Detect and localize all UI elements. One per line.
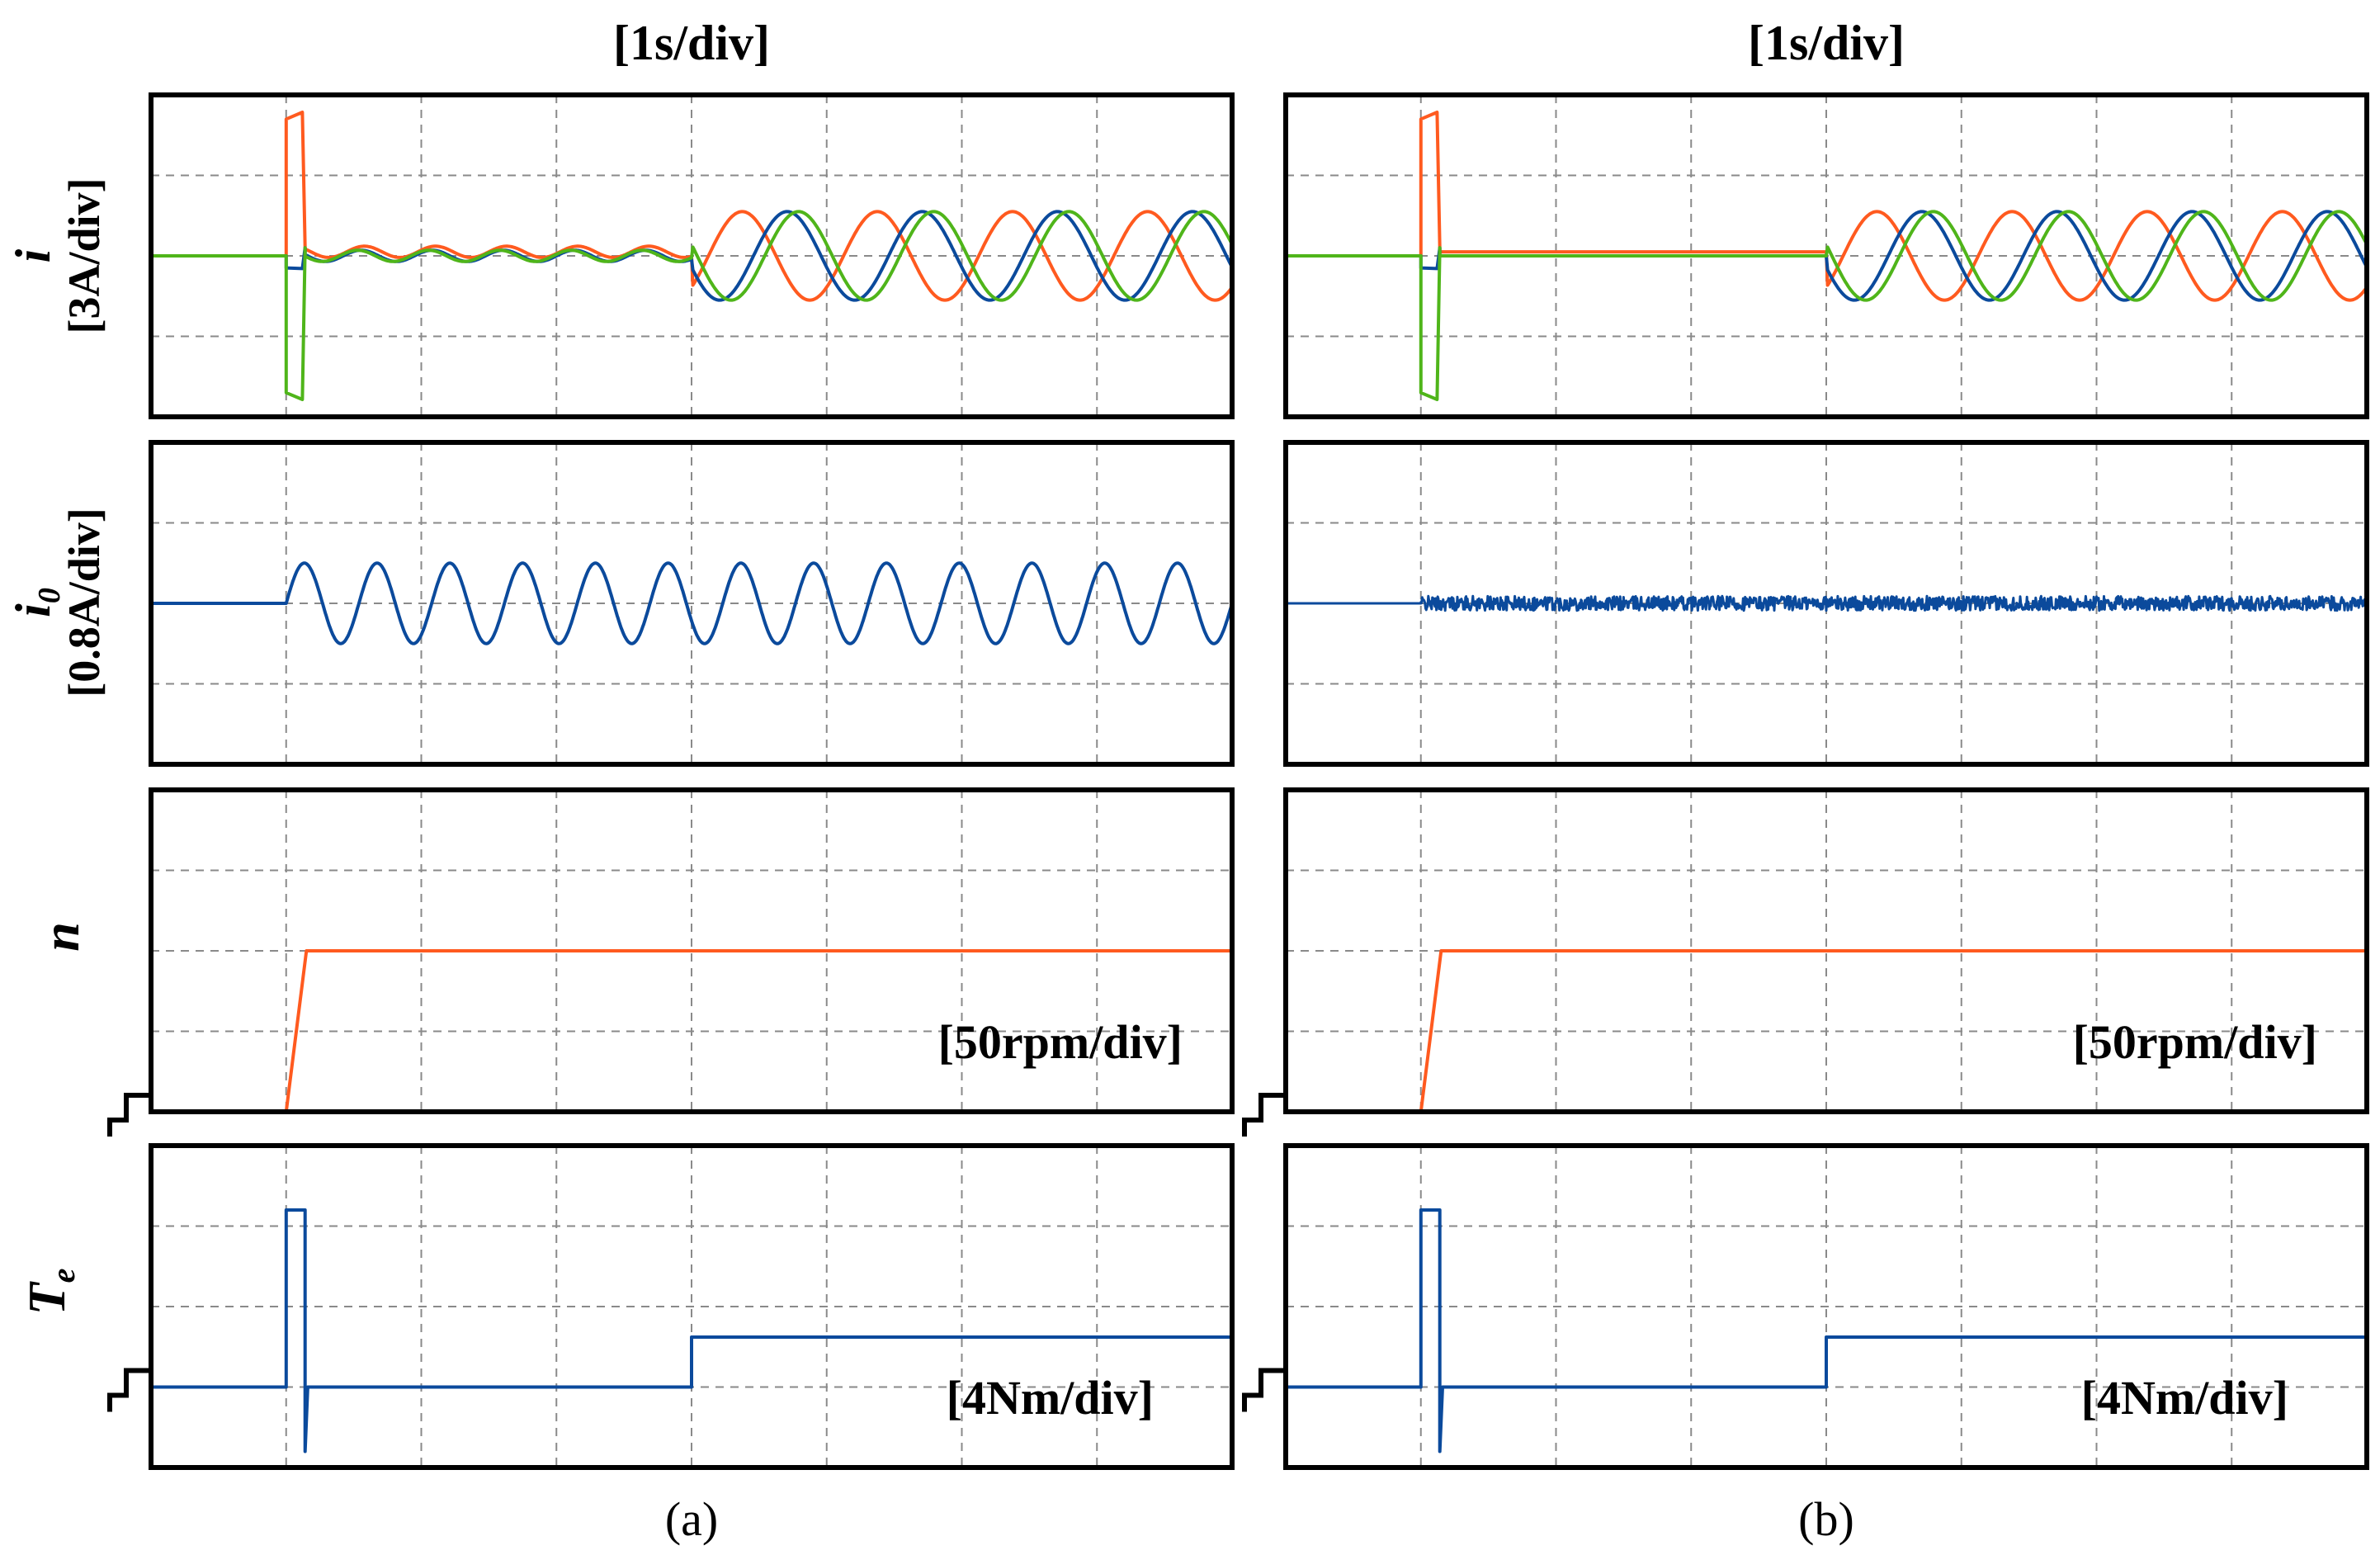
panel-a-n: [50rpm/div] — [107, 787, 1235, 1137]
ground-marker — [107, 1093, 151, 1137]
trace-ic — [1286, 210, 2368, 401]
panel-frame — [149, 92, 1235, 419]
panel-a-Te: [4Nm/div] — [107, 1143, 1235, 1470]
trace-torque — [151, 1208, 1232, 1453]
panel-frame — [149, 440, 1235, 767]
ylabel-i: i [3A/div] — [6, 178, 109, 334]
panel-frame — [149, 787, 1235, 1114]
ylabel-i-symbol: i — [6, 248, 60, 262]
panel-b-i — [1283, 92, 2369, 419]
ylabel-te: Te — [17, 1269, 82, 1316]
scale-label-te: [4Nm/div] — [947, 1371, 1154, 1425]
caption-a: (a) — [665, 1492, 718, 1546]
ylabel-i-scale: [3A/div] — [59, 178, 109, 334]
panel-frame — [1283, 92, 2369, 419]
trace-ic — [151, 210, 1234, 401]
panel-b-n: [50rpm/div] — [1242, 787, 2369, 1137]
panel-frame — [149, 1143, 1235, 1470]
scale-label-te: [4Nm/div] — [2081, 1371, 2288, 1425]
trace-i0 — [1286, 594, 2368, 612]
panel-frame — [1283, 1143, 2369, 1470]
caption-b: (b) — [1798, 1492, 1854, 1546]
ground-marker — [1242, 1368, 1286, 1412]
panel-b-Te: [4Nm/div] — [1242, 1143, 2369, 1470]
ylabel-i0-symbol: i0 — [6, 588, 67, 617]
ylabel-n: n — [31, 922, 90, 952]
panel-frame — [1283, 787, 2369, 1114]
ground-marker — [1242, 1093, 1286, 1137]
trace-torque — [1286, 1208, 2367, 1453]
time-scale-label-a: [1s/div] — [613, 16, 770, 70]
ylabel-i0-scale: [0.8A/div] — [59, 508, 109, 697]
time-scale-label-b: [1s/div] — [1748, 16, 1905, 70]
panel-a-i — [149, 92, 1235, 419]
panel-frame — [1283, 440, 2369, 767]
ground-marker — [107, 1368, 151, 1412]
scale-label-n: [50rpm/div] — [2073, 1015, 2317, 1069]
panel-a-i0 — [149, 440, 1235, 767]
scale-label-n: [50rpm/div] — [938, 1015, 1183, 1069]
panel-b-i0 — [1283, 440, 2369, 767]
trace-i0 — [151, 561, 1234, 645]
ylabel-i0: i0 [0.8A/div] — [6, 508, 109, 697]
